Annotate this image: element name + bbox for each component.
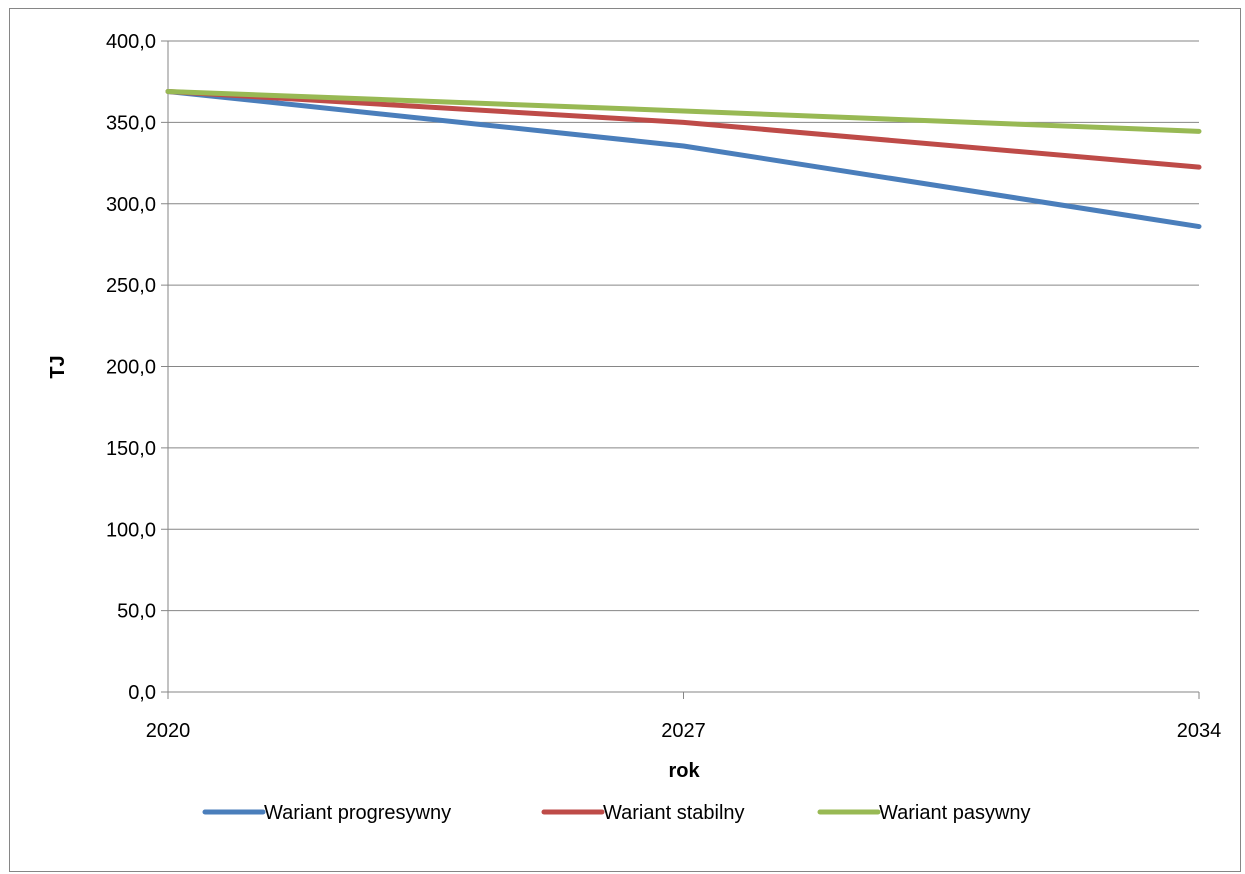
series-lines [165, 88, 1202, 230]
legend-label-pasywny: Wariant pasywny [879, 802, 1031, 824]
y-tick-label: 400,0 [106, 31, 156, 53]
tick-labels: 0,0 50,0 100,0 150,0 200,0 250,0 300,0 350,0 400… [106, 31, 1221, 742]
x-tick-label: 2034 [1177, 720, 1222, 742]
series-line-1 [165, 88, 1202, 230]
y-tick-label: 350,0 [106, 112, 156, 134]
axes [161, 40, 1200, 699]
legend-item-pasywny: Wariant pasywny [817, 802, 1031, 824]
legend-label-stabilny: Wariant stabilny [603, 802, 745, 824]
legend: Wariant progresywny Wariant stabilny War… [202, 802, 1031, 824]
legend-item-stabilny: Wariant stabilny [541, 802, 745, 824]
legend-label-progresywny: Wariant progresywny [264, 802, 451, 824]
y-tick-label: 200,0 [106, 357, 156, 379]
y-tick-label: 300,0 [106, 194, 156, 216]
y-tick-label: 250,0 [106, 275, 156, 297]
x-tick-label: 2027 [661, 720, 706, 742]
series-line-3 [165, 88, 1202, 134]
x-tick-label: 2020 [146, 720, 191, 742]
y-tick-label: 100,0 [106, 519, 156, 541]
x-axis-title: rok [668, 760, 700, 782]
y-tick-label: 50,0 [117, 601, 156, 623]
y-tick-label: 0,0 [128, 682, 156, 704]
y-axis-title: TJ [47, 355, 69, 378]
y-tick-label: 150,0 [106, 438, 156, 460]
legend-item-progresywny: Wariant progresywny [202, 802, 451, 824]
series-line-2 [165, 88, 1202, 170]
